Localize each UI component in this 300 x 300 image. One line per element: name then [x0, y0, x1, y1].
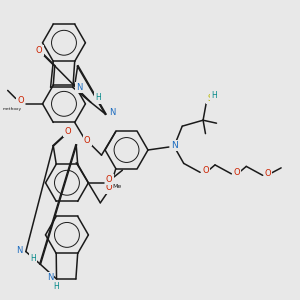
- Text: O: O: [17, 96, 24, 105]
- Text: O: O: [106, 183, 112, 192]
- Text: S: S: [207, 94, 212, 103]
- Text: H: H: [212, 91, 217, 100]
- Text: O: O: [64, 127, 71, 136]
- Text: O: O: [106, 175, 112, 184]
- Text: N: N: [171, 141, 178, 150]
- Text: O: O: [265, 169, 271, 178]
- Text: Me: Me: [113, 184, 122, 189]
- Text: N: N: [76, 83, 83, 92]
- Text: methoxy: methoxy: [2, 107, 21, 111]
- Text: H: H: [95, 93, 101, 102]
- Text: O: O: [84, 136, 91, 146]
- Text: O: O: [36, 46, 43, 55]
- Text: N: N: [16, 246, 22, 255]
- Text: N: N: [109, 108, 116, 117]
- Text: H: H: [30, 254, 36, 263]
- Text: N: N: [47, 273, 53, 282]
- Text: O: O: [202, 167, 209, 176]
- Text: O: O: [233, 168, 240, 177]
- Text: H: H: [53, 282, 59, 291]
